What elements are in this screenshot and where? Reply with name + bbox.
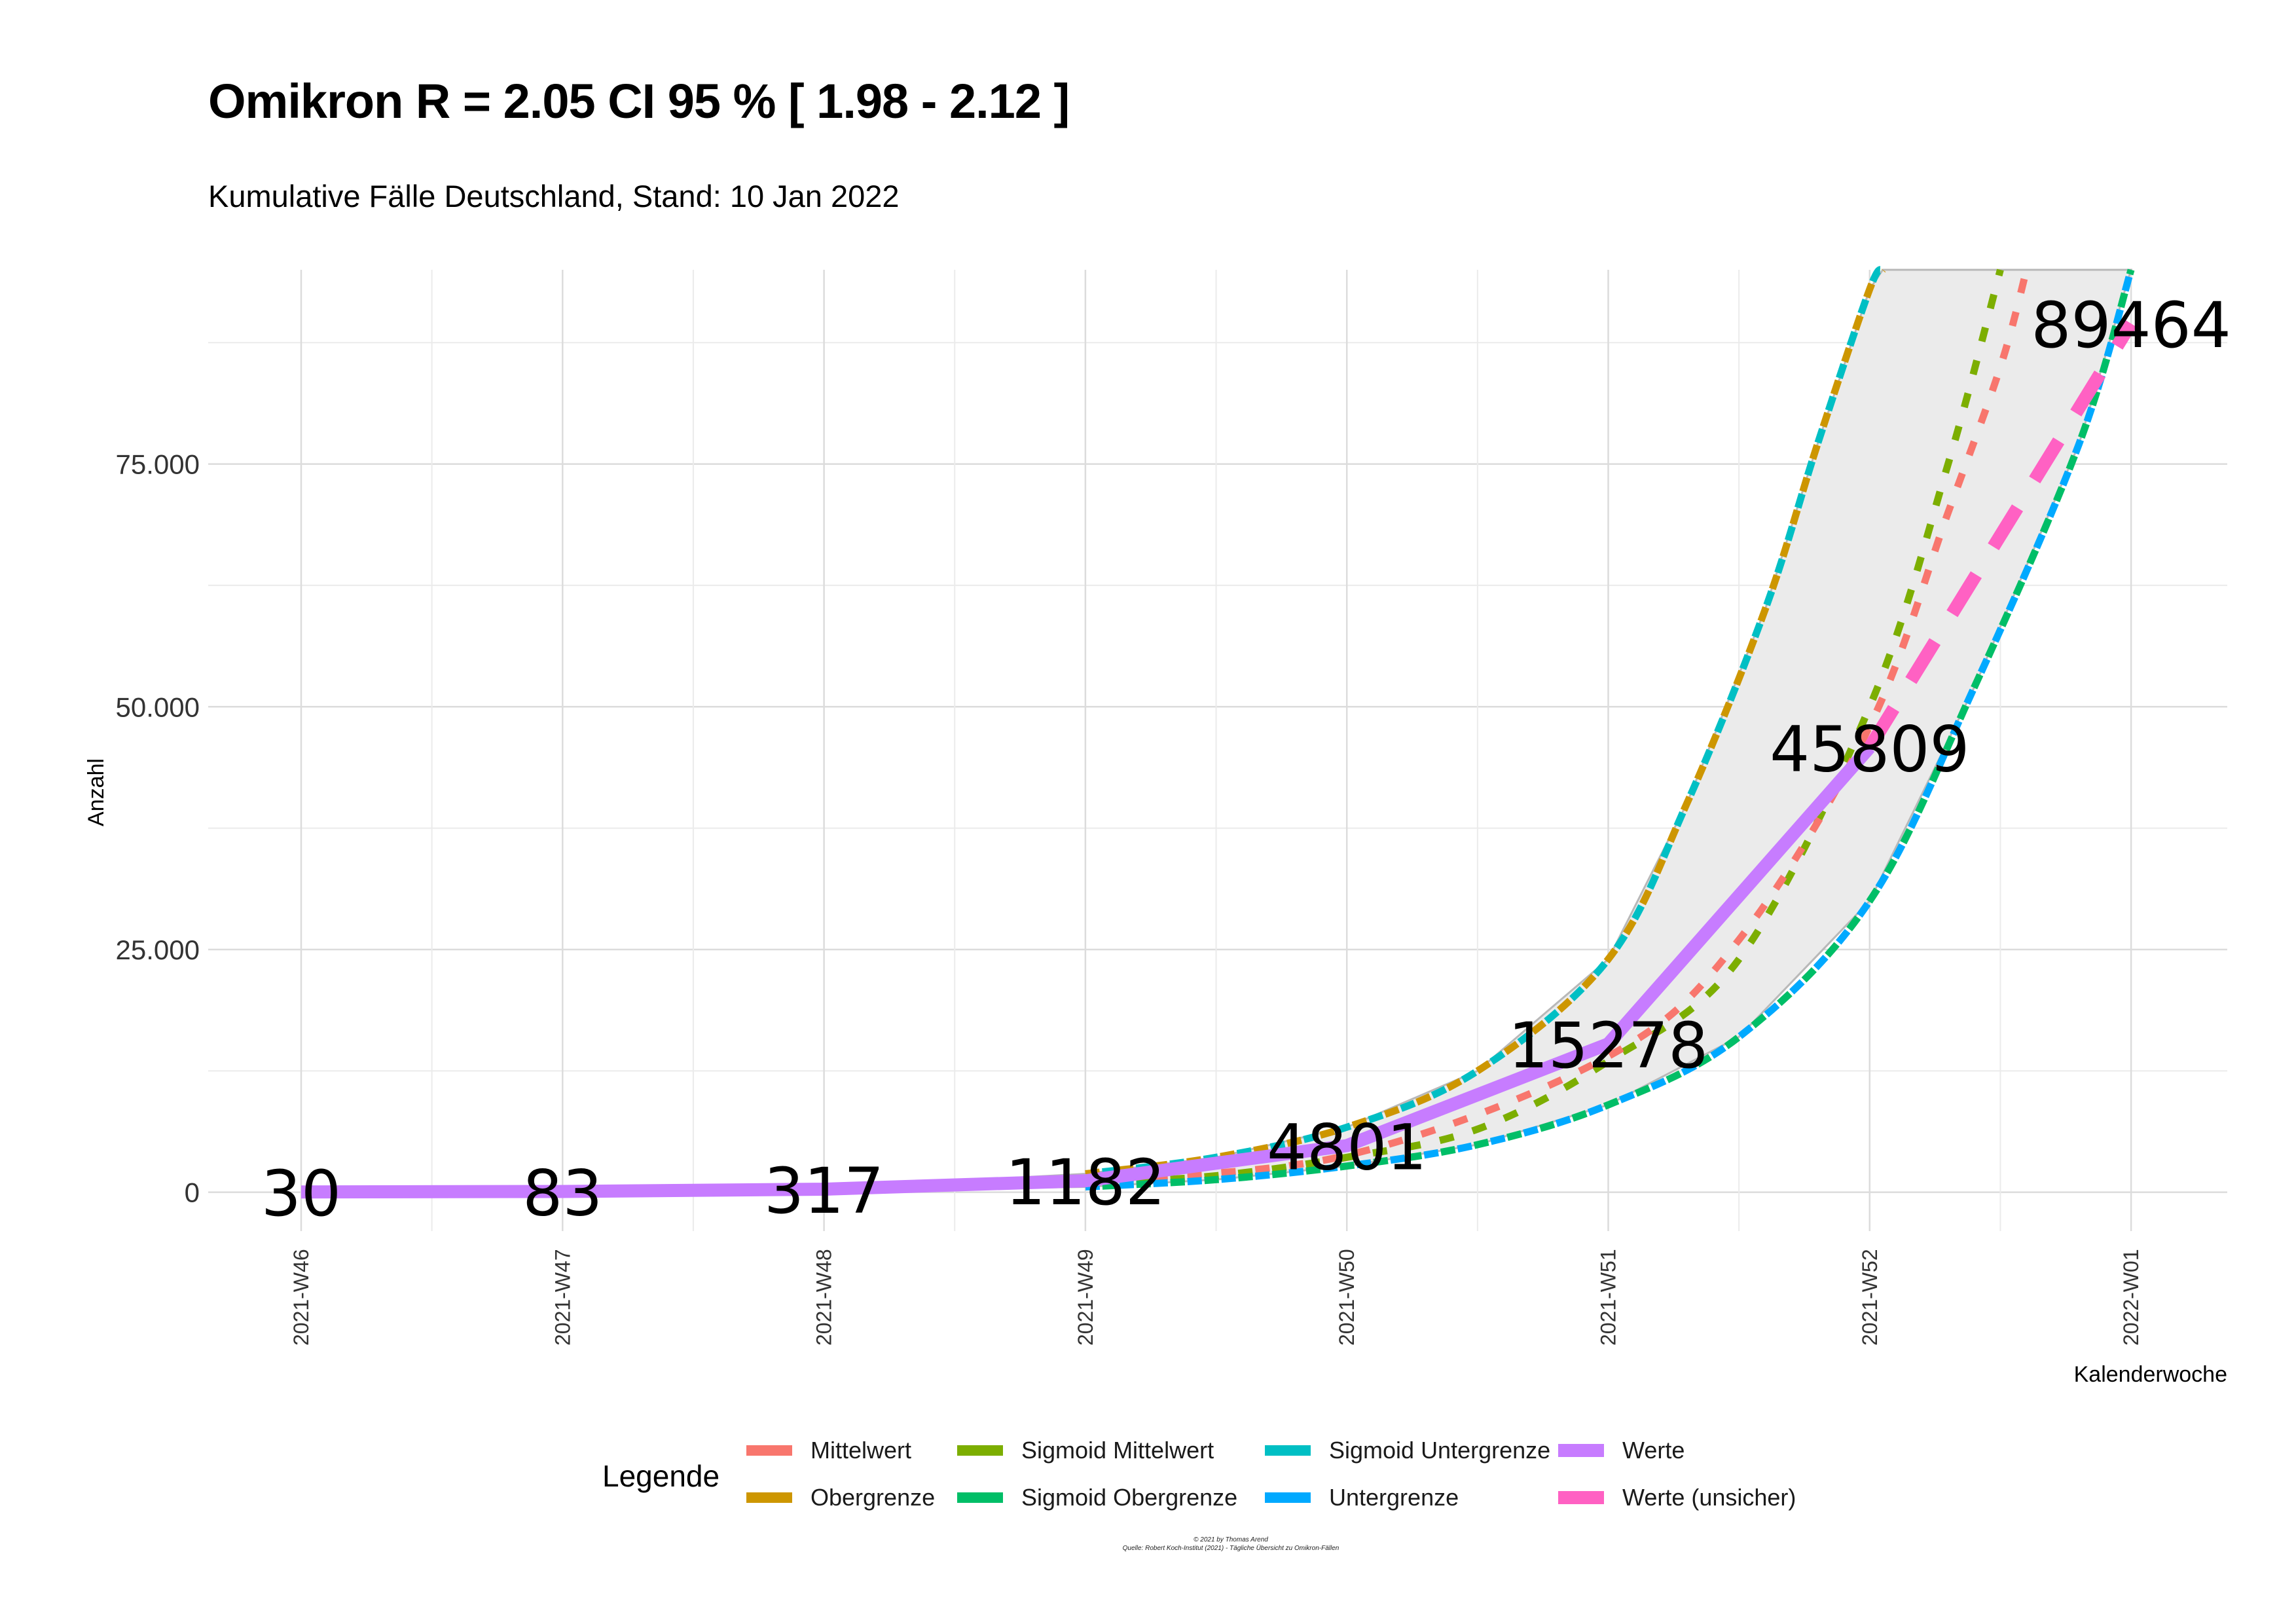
legend-key-swatch — [957, 1492, 1003, 1503]
legend-item: Sigmoid Untergrenze — [1265, 1434, 1550, 1467]
legend-label: Untergrenze — [1329, 1484, 1459, 1511]
series-werte-line — [301, 743, 1875, 1199]
legend-item: Untergrenze — [1265, 1481, 1459, 1514]
x-axis-title: Kalenderwoche — [2074, 1362, 2227, 1387]
legend-item: Werte — [1558, 1434, 1685, 1467]
source-caption: © 2021 by Thomas Arend Quelle: Robert Ko… — [982, 1536, 1480, 1553]
data-label: 45809 — [1770, 712, 1969, 786]
legend-key-swatch — [1265, 1445, 1311, 1456]
y-tick-label: 25.000 — [116, 934, 200, 965]
x-tick-label: 2021-W49 — [1074, 1249, 1097, 1346]
x-tick-label: 2021-W50 — [1335, 1249, 1358, 1346]
legend-item: Obergrenze — [746, 1481, 935, 1514]
legend-item: Sigmoid Mittelwert — [957, 1434, 1214, 1467]
legend-label: Werte (unsicher) — [1622, 1484, 1796, 1511]
chart-subtitle: Kumulative Fälle Deutschland, Stand: 10 … — [208, 179, 900, 213]
y-axis-title: Anzahl — [84, 758, 109, 826]
legend-label: Sigmoid Mittelwert — [1021, 1437, 1214, 1464]
data-label: 15278 — [1508, 1009, 1708, 1082]
chart-plot: 30 83 317 1182 4801 15278 45809 89464 0 25.000 50… — [84, 266, 2231, 1387]
legend-key-swatch — [746, 1492, 792, 1503]
legend-item: Sigmoid Obergrenze — [957, 1481, 1237, 1514]
legend-title: Legende — [602, 1459, 720, 1493]
series-obergrenze-line — [1085, 266, 1886, 1177]
data-label: 89464 — [2031, 289, 2231, 362]
legend-key-swatch — [746, 1445, 792, 1456]
x-tick-label: 2021-W51 — [1597, 1249, 1620, 1346]
x-tick-label: 2021-W52 — [1858, 1249, 1882, 1346]
y-tick-label: 75.000 — [116, 449, 200, 480]
caption-line-copyright: © 2021 by Thomas Arend — [1194, 1536, 1268, 1543]
legend-key-swatch — [1558, 1491, 1604, 1504]
legend-label: Werte — [1622, 1437, 1685, 1464]
data-label: 83 — [522, 1156, 602, 1230]
data-label: 30 — [261, 1157, 341, 1230]
data-label: 317 — [764, 1154, 884, 1228]
series-sigmoid-mittelwert-line — [1085, 268, 2004, 1187]
x-tick-label: 2022-W01 — [2119, 1249, 2143, 1346]
series-untergrenze-line — [1085, 268, 2135, 1191]
x-tick-label: 2021-W48 — [812, 1249, 836, 1346]
data-label: 4801 — [1267, 1111, 1427, 1184]
series-lines — [301, 266, 2137, 1199]
series-werte-unsicher-line — [1864, 320, 2137, 751]
legend-key-swatch — [1558, 1444, 1604, 1457]
data-label: 1182 — [1006, 1146, 1165, 1219]
legend-key-swatch — [957, 1445, 1003, 1456]
legend-item: Mittelwert — [746, 1434, 911, 1467]
legend-label: Sigmoid Obergrenze — [1021, 1484, 1238, 1511]
x-tick-label: 2021-W46 — [289, 1249, 313, 1346]
legend-label: Sigmoid Untergrenze — [1329, 1437, 1551, 1464]
legend-label: Obergrenze — [811, 1484, 936, 1511]
y-tick-label: 0 — [185, 1177, 200, 1208]
chart-title: Omikron R = 2.05 CI 95 % [ 1.98 - 2.12 ] — [208, 74, 1070, 128]
legend-item: Werte (unsicher) — [1558, 1481, 1796, 1514]
y-tick-label: 50.000 — [116, 692, 200, 722]
x-tick-label: 2021-W47 — [551, 1249, 574, 1346]
axis-ticks: 0 25.000 50.000 75.000 2021-W46 2021-W47 2021-… — [116, 449, 2143, 1346]
series-sigmoid-obergrenze-line — [1085, 268, 2135, 1191]
data-labels: 30 83 317 1182 4801 15278 45809 89464 — [261, 289, 2231, 1230]
legend-key-swatch — [1265, 1492, 1311, 1503]
legend-label: Mittelwert — [811, 1437, 912, 1464]
caption-line-source: Quelle: Robert Koch-Institut (2021) - Tä… — [1122, 1545, 1339, 1552]
